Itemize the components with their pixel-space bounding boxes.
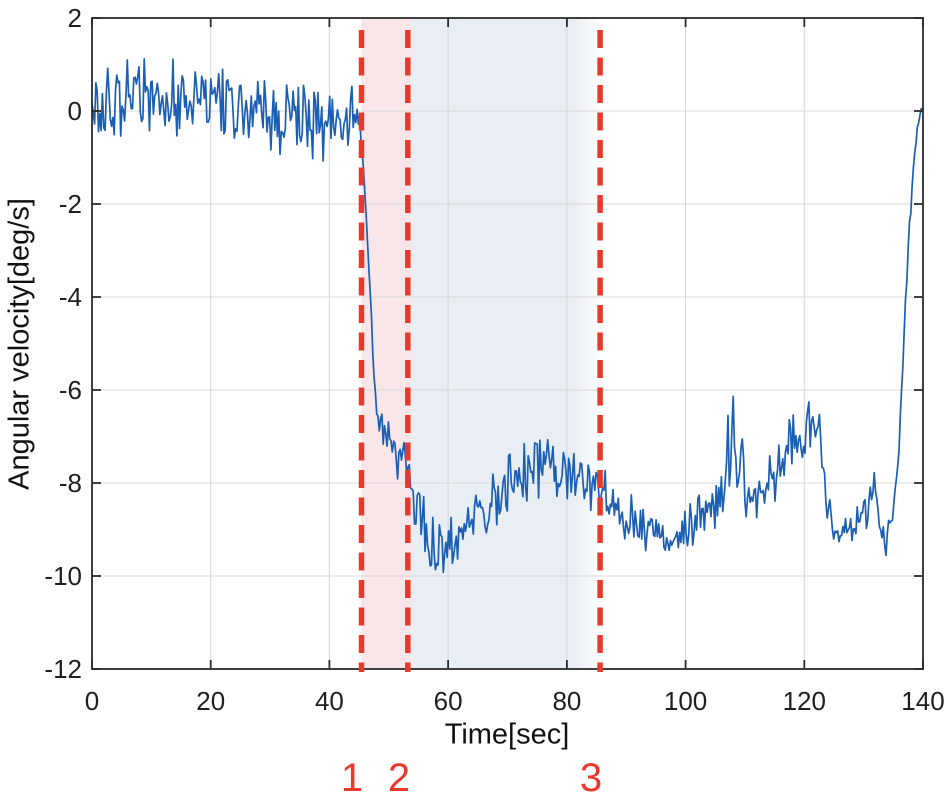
svg-text:-2: -2: [59, 189, 82, 219]
grid-lines: [92, 18, 923, 669]
y-tick-labels: 2 0 -2 -4 -6 -8 -10 -12: [44, 3, 82, 684]
svg-text:0: 0: [68, 96, 82, 126]
svg-text:100: 100: [664, 686, 707, 716]
svg-text:-4: -4: [59, 282, 82, 312]
x-axis-title: Time[sec]: [444, 718, 570, 751]
signal-line: [91, 58, 924, 574]
tick-marks: [91, 17, 924, 670]
plot-border: [91, 17, 924, 670]
phase-number-2: 2: [387, 756, 411, 799]
svg-text:-12: -12: [44, 654, 82, 684]
phase-region-1: [361, 18, 412, 669]
svg-text:80: 80: [552, 686, 581, 716]
phase-number-3: 3: [579, 756, 603, 799]
y-axis-title: Angular velocity[deg/s]: [3, 198, 36, 490]
svg-text:-8: -8: [59, 468, 82, 498]
svg-text:60: 60: [434, 686, 463, 716]
svg-text:40: 40: [315, 686, 344, 716]
svg-text:-10: -10: [44, 561, 82, 591]
phase-number-1: 1: [340, 756, 364, 799]
svg-text:20: 20: [196, 686, 225, 716]
x-tick-labels: 0 20 40 60 80 100 120 140: [85, 686, 945, 716]
svg-text:0: 0: [85, 686, 99, 716]
svg-text:2: 2: [68, 3, 82, 33]
svg-text:-6: -6: [59, 375, 82, 405]
svg-text:120: 120: [783, 686, 826, 716]
svg-text:140: 140: [901, 686, 944, 716]
phase-region-2: [411, 18, 601, 669]
